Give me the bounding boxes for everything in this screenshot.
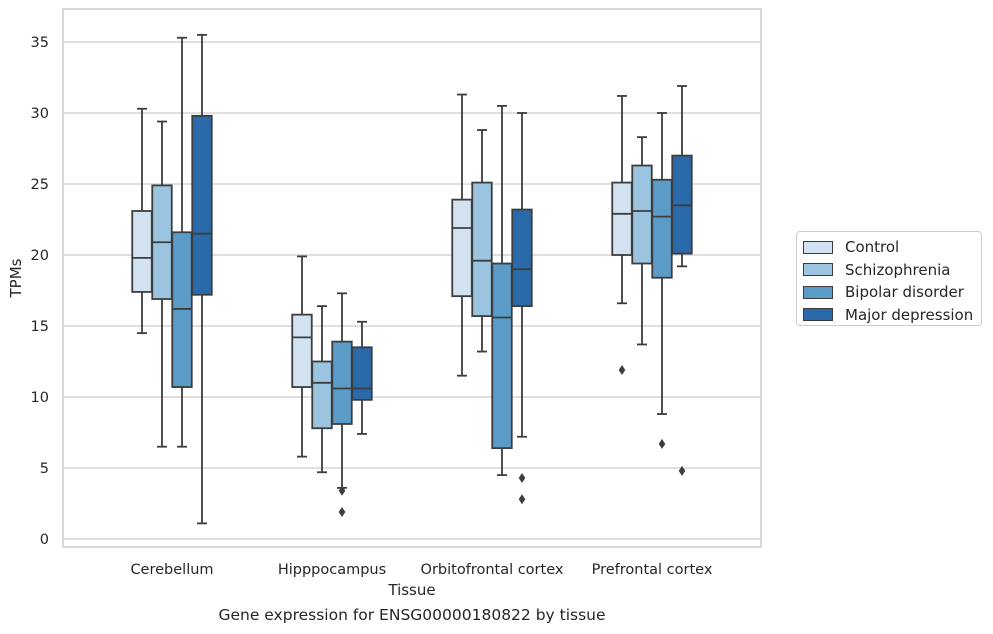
y-tick-label: 30 [31,106,49,122]
legend-item: Bipolar disorder [797,281,981,304]
box [651,178,673,279]
y-tick-label: 35 [31,35,49,51]
box [291,313,313,388]
box [331,340,353,425]
box-1-2 [331,292,353,518]
box [351,346,373,401]
legend-label: Bipolar disorder [845,283,964,302]
y-tick-labels: 0 5 10 15 20 25 30 35 [31,35,49,548]
x-tick-label: Orbitofrontal cortex [421,562,564,578]
box-1-0 [291,255,313,458]
box [491,262,513,450]
y-tick-label: 25 [31,177,49,193]
legend-swatch [803,285,833,299]
y-tick-label: 5 [40,461,49,477]
box [471,181,493,317]
outlier-point [678,465,686,476]
box-0-1 [151,120,173,448]
legend: Control Schizophrenia Bipolar disorder Majo… [796,231,982,326]
legend-label: Control [845,238,900,257]
x-tick-label: Hipppocampus [278,562,386,578]
outlier-point [518,494,526,505]
box-2-0 [451,93,473,377]
y-tick-label: 0 [40,532,49,548]
y-tick-label: 20 [31,248,49,264]
box-3-2 [651,112,673,449]
outlier-point [338,485,346,496]
box [511,208,533,308]
box-3-1 [631,136,653,346]
y-axis-label: TPMs [7,258,25,298]
box-0-2 [171,36,193,448]
outlier-point [518,472,526,483]
plot-area-frame [62,8,762,548]
outlier-point [338,507,346,518]
legend-label: Major depression [845,305,974,324]
box [131,210,153,293]
outlier-point [658,438,666,449]
legend-item: Control [797,236,981,259]
box-2-1 [471,129,493,353]
box-0-0 [131,107,153,335]
x-tick-label: Prefrontal cortex [592,562,713,578]
outlier-point [618,365,626,376]
box-3-0 [611,95,633,376]
legend-swatch [803,263,833,277]
box [631,164,653,265]
box-2-3 [511,112,533,505]
box-1-1 [311,305,333,474]
y-tick-label: 15 [31,319,49,335]
box-3-3 [671,85,693,476]
box [191,114,213,296]
legend-label: Schizophrenia [845,260,951,279]
box-0-3 [191,34,213,525]
x-tick-labels: Cerebellum Hipppocampus Orbitofrontal cort… [130,562,712,578]
box-2-2 [491,105,513,477]
box-1-3 [351,320,373,435]
chart-caption: Gene expression for ENSG00000180822 by t… [218,606,606,624]
y-tick-label: 10 [31,390,49,406]
box [451,198,473,298]
box [311,360,333,430]
x-tick-label: Cerebellum [130,562,213,578]
legend-item: Major depression [797,304,981,327]
box [611,181,633,256]
legend-swatch [803,308,833,322]
box-groups [131,34,693,525]
x-axis-label: Tissue [387,581,435,599]
legend-swatch [803,240,833,254]
legend-item: Schizophrenia [797,259,981,282]
